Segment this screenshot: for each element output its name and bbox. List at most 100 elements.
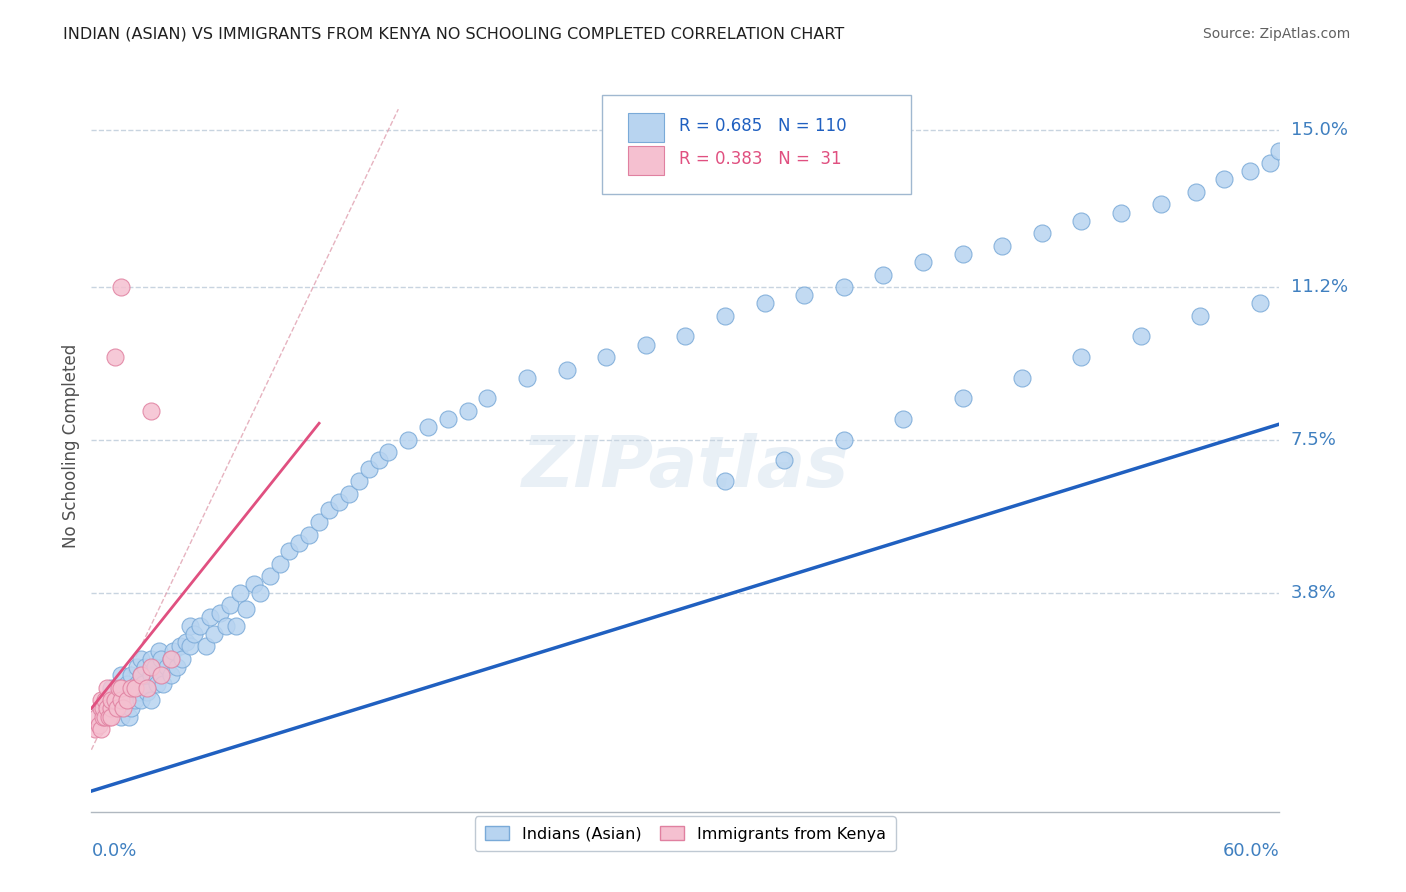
FancyBboxPatch shape bbox=[602, 95, 911, 194]
Point bbox=[139, 660, 162, 674]
Point bbox=[162, 643, 184, 657]
Point bbox=[235, 602, 257, 616]
Point bbox=[1070, 350, 1092, 364]
Point bbox=[367, 453, 389, 467]
Point bbox=[148, 643, 170, 657]
Point bbox=[1185, 185, 1208, 199]
Point bbox=[179, 640, 201, 654]
Point bbox=[84, 722, 107, 736]
Point bbox=[1249, 296, 1271, 310]
Point bbox=[108, 681, 131, 695]
Point bbox=[100, 709, 122, 723]
Point bbox=[172, 652, 194, 666]
Point bbox=[129, 668, 152, 682]
Point bbox=[1213, 172, 1236, 186]
Point bbox=[634, 337, 657, 351]
Point bbox=[298, 528, 321, 542]
Point bbox=[105, 701, 128, 715]
Point bbox=[120, 681, 142, 695]
Point bbox=[516, 371, 538, 385]
Point bbox=[269, 557, 291, 571]
Point bbox=[318, 503, 340, 517]
Point bbox=[1031, 226, 1053, 240]
Point bbox=[120, 668, 142, 682]
Point bbox=[249, 585, 271, 599]
Point bbox=[139, 404, 162, 418]
Point bbox=[169, 640, 191, 654]
Point bbox=[100, 693, 122, 707]
Point bbox=[215, 619, 238, 633]
Point bbox=[110, 280, 132, 294]
Point bbox=[209, 607, 232, 621]
Point bbox=[1129, 329, 1152, 343]
Point bbox=[134, 660, 156, 674]
Point bbox=[555, 362, 578, 376]
Point bbox=[104, 350, 127, 364]
Point bbox=[90, 701, 112, 715]
Point bbox=[259, 569, 281, 583]
Point bbox=[124, 681, 146, 695]
Point bbox=[188, 619, 211, 633]
Point bbox=[832, 433, 855, 447]
Point bbox=[132, 676, 155, 690]
Point bbox=[832, 280, 855, 294]
Point bbox=[114, 685, 136, 699]
Point bbox=[90, 701, 112, 715]
Point bbox=[166, 660, 188, 674]
Point bbox=[112, 701, 135, 715]
Point bbox=[149, 668, 172, 682]
Point bbox=[129, 693, 152, 707]
Text: 3.8%: 3.8% bbox=[1291, 583, 1336, 602]
Point bbox=[118, 709, 141, 723]
Point bbox=[120, 681, 142, 695]
Point bbox=[219, 598, 242, 612]
Point bbox=[159, 652, 181, 666]
Point bbox=[129, 652, 152, 666]
Point bbox=[98, 709, 121, 723]
Point bbox=[1258, 156, 1281, 170]
Point bbox=[595, 350, 617, 364]
Point bbox=[1189, 309, 1212, 323]
Text: R = 0.383   N =  31: R = 0.383 N = 31 bbox=[679, 150, 842, 169]
Point bbox=[86, 709, 108, 723]
Y-axis label: No Schooling Completed: No Schooling Completed bbox=[62, 344, 80, 548]
Point bbox=[952, 247, 974, 261]
Point bbox=[202, 627, 225, 641]
Point bbox=[128, 685, 150, 699]
Point bbox=[115, 676, 138, 690]
Point bbox=[1011, 371, 1033, 385]
Point bbox=[145, 676, 167, 690]
Point bbox=[135, 685, 157, 699]
Text: Source: ZipAtlas.com: Source: ZipAtlas.com bbox=[1202, 27, 1350, 41]
Point bbox=[120, 701, 142, 715]
Point bbox=[100, 681, 122, 695]
Point bbox=[115, 693, 138, 707]
Point bbox=[94, 709, 117, 723]
Point bbox=[288, 536, 311, 550]
Point bbox=[110, 709, 132, 723]
Point bbox=[112, 701, 135, 715]
Point bbox=[129, 668, 152, 682]
Point bbox=[143, 660, 166, 674]
Point bbox=[100, 701, 122, 715]
Bar bbox=[628, 146, 664, 176]
Point bbox=[176, 635, 198, 649]
Point bbox=[115, 693, 138, 707]
Point bbox=[149, 668, 172, 682]
Point bbox=[104, 693, 127, 707]
Point bbox=[229, 585, 252, 599]
Point bbox=[96, 693, 118, 707]
Point bbox=[773, 453, 796, 467]
Point bbox=[100, 701, 122, 715]
Point bbox=[90, 693, 112, 707]
Point bbox=[242, 577, 264, 591]
Point bbox=[139, 668, 162, 682]
Text: ZIPatlas: ZIPatlas bbox=[522, 434, 849, 502]
Point bbox=[891, 412, 914, 426]
Text: INDIAN (ASIAN) VS IMMIGRANTS FROM KENYA NO SCHOOLING COMPLETED CORRELATION CHART: INDIAN (ASIAN) VS IMMIGRANTS FROM KENYA … bbox=[63, 27, 845, 42]
Point bbox=[793, 288, 815, 302]
Text: R = 0.685   N = 110: R = 0.685 N = 110 bbox=[679, 118, 846, 136]
Text: 15.0%: 15.0% bbox=[1291, 121, 1347, 139]
Text: 7.5%: 7.5% bbox=[1291, 431, 1337, 449]
Point bbox=[416, 420, 439, 434]
